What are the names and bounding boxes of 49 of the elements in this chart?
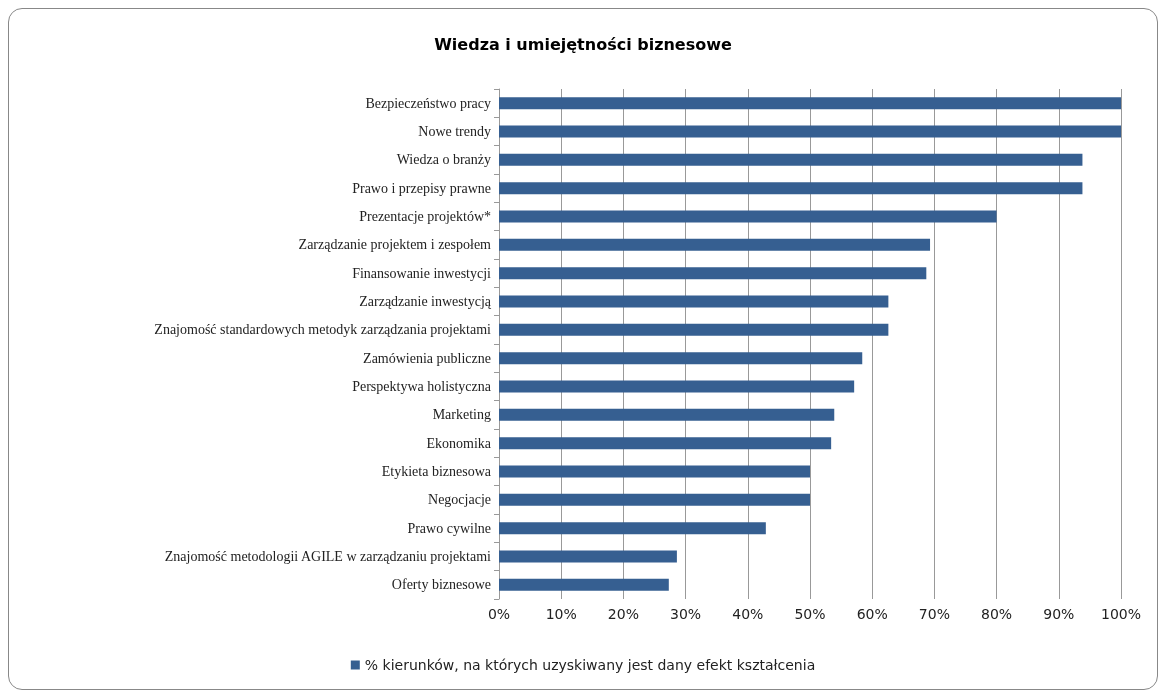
bar xyxy=(499,522,766,535)
bar xyxy=(499,153,1083,166)
y-tick-label: Znajomość metodologii AGILE w zarządzaniu projektami xyxy=(164,549,492,564)
x-tick-label: 0% xyxy=(487,606,511,622)
y-tick-label: Bezpieczeństwo pracy xyxy=(365,95,491,111)
bar xyxy=(499,578,669,591)
y-tick-label: Prawo i przepisy prawne xyxy=(352,180,491,196)
x-tick-label: 20% xyxy=(607,606,639,622)
chart-title: Wiedza i umiejętności biznesowe xyxy=(434,34,732,54)
y-tick-label: Zamówienia publiczne xyxy=(363,350,491,366)
x-tick-label: 70% xyxy=(918,606,950,622)
x-tick-label: 100% xyxy=(1100,606,1142,622)
bar xyxy=(499,125,1121,138)
x-tick-label: 30% xyxy=(670,606,702,622)
y-tick-label: Finansowanie inwestycji xyxy=(352,265,492,281)
bar xyxy=(499,550,677,563)
bar xyxy=(499,295,889,308)
y-tick-label: Marketing xyxy=(432,407,491,423)
bar xyxy=(499,238,931,251)
y-tick-label: Prezentacje projektów* xyxy=(359,209,491,224)
bar xyxy=(499,352,863,365)
y-tick-label: Oferty biznesowe xyxy=(391,577,491,593)
x-tick-label: 40% xyxy=(732,606,764,622)
y-tick-label: Zarządzanie inwestycją xyxy=(359,294,492,309)
legend-label: % kierunków, na których uzyskiwany jest dany efekt kształcenia xyxy=(364,657,816,673)
bar xyxy=(499,493,810,506)
bar xyxy=(499,465,810,478)
bar xyxy=(499,380,855,393)
y-tick-label: Etykieta biznesowa xyxy=(381,464,492,479)
x-tick-label: 60% xyxy=(856,606,888,622)
y-tick-label: Nowe trendy xyxy=(418,124,491,139)
bar xyxy=(499,210,997,223)
y-tick-label: Ekonomika xyxy=(426,435,492,451)
bar xyxy=(499,437,832,450)
y-tick-label: Perspektywa holistyczna xyxy=(352,379,492,394)
x-tick-label: 10% xyxy=(545,606,577,622)
x-tick-label: 90% xyxy=(1043,606,1075,622)
y-tick-label: Zarządzanie projektem i zespołem xyxy=(298,237,492,253)
y-tick-label: Wiedza o branży xyxy=(396,152,491,168)
y-tick-label: Znajomość standardowych metodyk zarządzania projektami xyxy=(154,322,492,338)
x-tick-label: 80% xyxy=(981,606,1013,622)
bar xyxy=(499,408,835,421)
y-tick-label: Prawo cywilne xyxy=(407,520,491,536)
bar xyxy=(499,97,1121,110)
bar xyxy=(499,182,1083,195)
bar xyxy=(499,267,927,280)
bar xyxy=(499,323,889,336)
x-tick-label: 50% xyxy=(794,606,826,622)
y-tick-label: Negocjacje xyxy=(428,492,491,508)
